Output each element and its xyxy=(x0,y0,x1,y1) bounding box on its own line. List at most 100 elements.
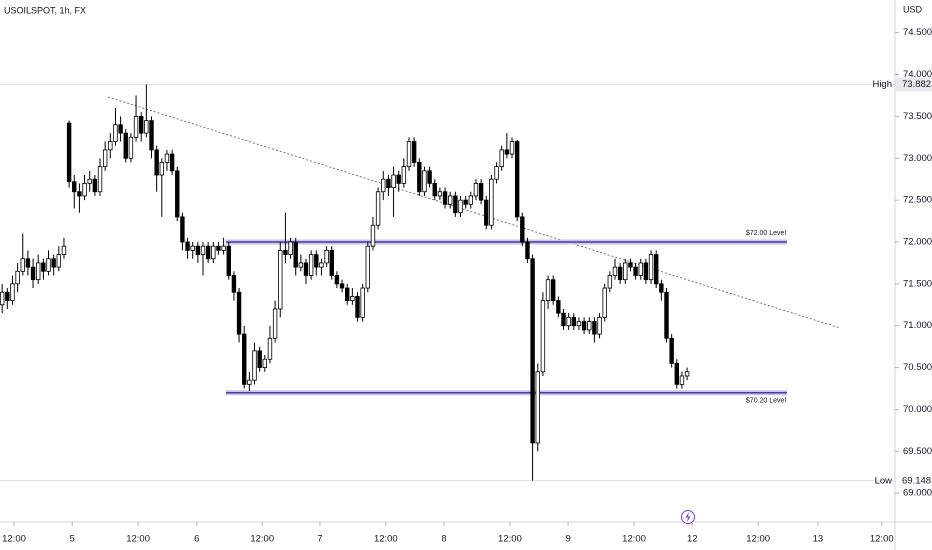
y-tick-label: 73.500 xyxy=(903,111,932,122)
x-tick-label: 5 xyxy=(70,534,75,545)
x-tick-label: 12 xyxy=(687,534,698,545)
candle-body xyxy=(375,191,381,226)
candle-body xyxy=(267,337,273,360)
candle-body xyxy=(139,115,144,134)
candle-body xyxy=(272,308,278,339)
y-tick-label: 74.000 xyxy=(903,69,932,80)
candle-body xyxy=(5,291,10,302)
candle-body xyxy=(319,262,324,268)
candle-body xyxy=(638,262,643,276)
x-tick-label: 12:00 xyxy=(746,534,770,545)
candle-body xyxy=(205,245,211,260)
event-icon-bolt xyxy=(685,512,691,522)
candle-body xyxy=(10,283,15,302)
candle-body xyxy=(236,291,242,335)
candle-body xyxy=(674,363,680,385)
candle-body xyxy=(581,321,587,331)
candle-body xyxy=(540,300,546,373)
candle-body xyxy=(684,371,690,377)
candle-body xyxy=(350,296,355,302)
candle-body xyxy=(550,279,556,302)
candle-body xyxy=(87,178,92,184)
x-tick-label: 12:00 xyxy=(2,534,26,545)
candle-body xyxy=(262,358,268,369)
y-tick-label: 70.000 xyxy=(903,404,932,415)
x-tick-label: 13 xyxy=(813,534,824,545)
y-tick-label: 72.500 xyxy=(903,195,932,206)
level-label: $72.00 Level xyxy=(746,230,787,237)
candle-body xyxy=(617,266,623,281)
candle-body xyxy=(56,254,62,268)
candle-body xyxy=(61,245,67,255)
candle-body xyxy=(494,166,499,180)
candle-body xyxy=(664,291,669,339)
candle-body xyxy=(339,283,345,289)
candle-body xyxy=(51,258,56,268)
candle-body xyxy=(113,124,118,142)
candle-body xyxy=(628,262,633,268)
x-tick-label: 12:00 xyxy=(622,534,646,545)
candle-body xyxy=(422,170,427,193)
candle-body xyxy=(442,191,448,205)
candle-body xyxy=(514,141,520,218)
candle-body xyxy=(653,254,659,285)
candle-body xyxy=(102,149,108,168)
candle-body xyxy=(381,178,386,193)
candle-body xyxy=(169,153,175,172)
candle-body xyxy=(231,275,237,293)
currency-label: USD xyxy=(903,4,923,14)
candle-body xyxy=(499,149,504,168)
chart-title: USOILSPOT, 1h, FX xyxy=(4,5,86,15)
candle-body xyxy=(633,266,638,276)
candle-body xyxy=(175,170,180,218)
y-tick-label: 70.500 xyxy=(903,362,932,373)
candle-body xyxy=(283,249,288,255)
candle-body xyxy=(571,316,577,327)
candle-body xyxy=(108,141,113,151)
candle-body xyxy=(190,245,195,251)
x-tick-label: 12:00 xyxy=(498,534,522,545)
candle-body xyxy=(623,262,628,281)
candle-body xyxy=(149,120,154,151)
candle-body xyxy=(468,195,474,205)
candle-body xyxy=(396,174,401,184)
candle-body xyxy=(587,321,592,331)
candle-body xyxy=(669,337,674,364)
x-tick-label: 12:00 xyxy=(374,534,398,545)
candle-body xyxy=(566,316,571,327)
candle-body xyxy=(164,153,170,163)
candle-body xyxy=(252,350,257,381)
candle-body xyxy=(597,316,602,335)
high-label: High xyxy=(872,79,892,90)
candle-body xyxy=(216,245,221,251)
candle-body xyxy=(25,258,31,268)
candle-body xyxy=(324,249,329,264)
x-tick-label: 12:00 xyxy=(250,534,274,545)
candle-body xyxy=(303,262,309,276)
candle-body xyxy=(242,333,247,385)
candle-body xyxy=(334,275,340,285)
x-tick-label: 9 xyxy=(565,534,570,545)
candle-body xyxy=(437,191,443,197)
candle-body xyxy=(200,245,206,255)
candle-body xyxy=(298,262,304,268)
candle-body xyxy=(360,287,365,318)
candle-body xyxy=(427,170,432,184)
level-label: $70.20 Level xyxy=(746,398,787,405)
candle-body xyxy=(221,245,226,251)
candle-body xyxy=(278,249,283,310)
candle-body xyxy=(365,245,371,289)
candle-body xyxy=(478,182,484,201)
low-value: 69.148 xyxy=(902,475,931,486)
candle-body xyxy=(314,254,319,268)
candle-body xyxy=(411,141,417,163)
low-label: Low xyxy=(875,475,893,486)
candle-body xyxy=(448,195,453,205)
candle-body xyxy=(576,321,582,327)
candle-body xyxy=(545,279,551,302)
candle-body xyxy=(592,321,597,335)
candle-body xyxy=(257,350,262,369)
x-tick-label: 8 xyxy=(441,534,446,545)
candle-body xyxy=(520,216,525,243)
